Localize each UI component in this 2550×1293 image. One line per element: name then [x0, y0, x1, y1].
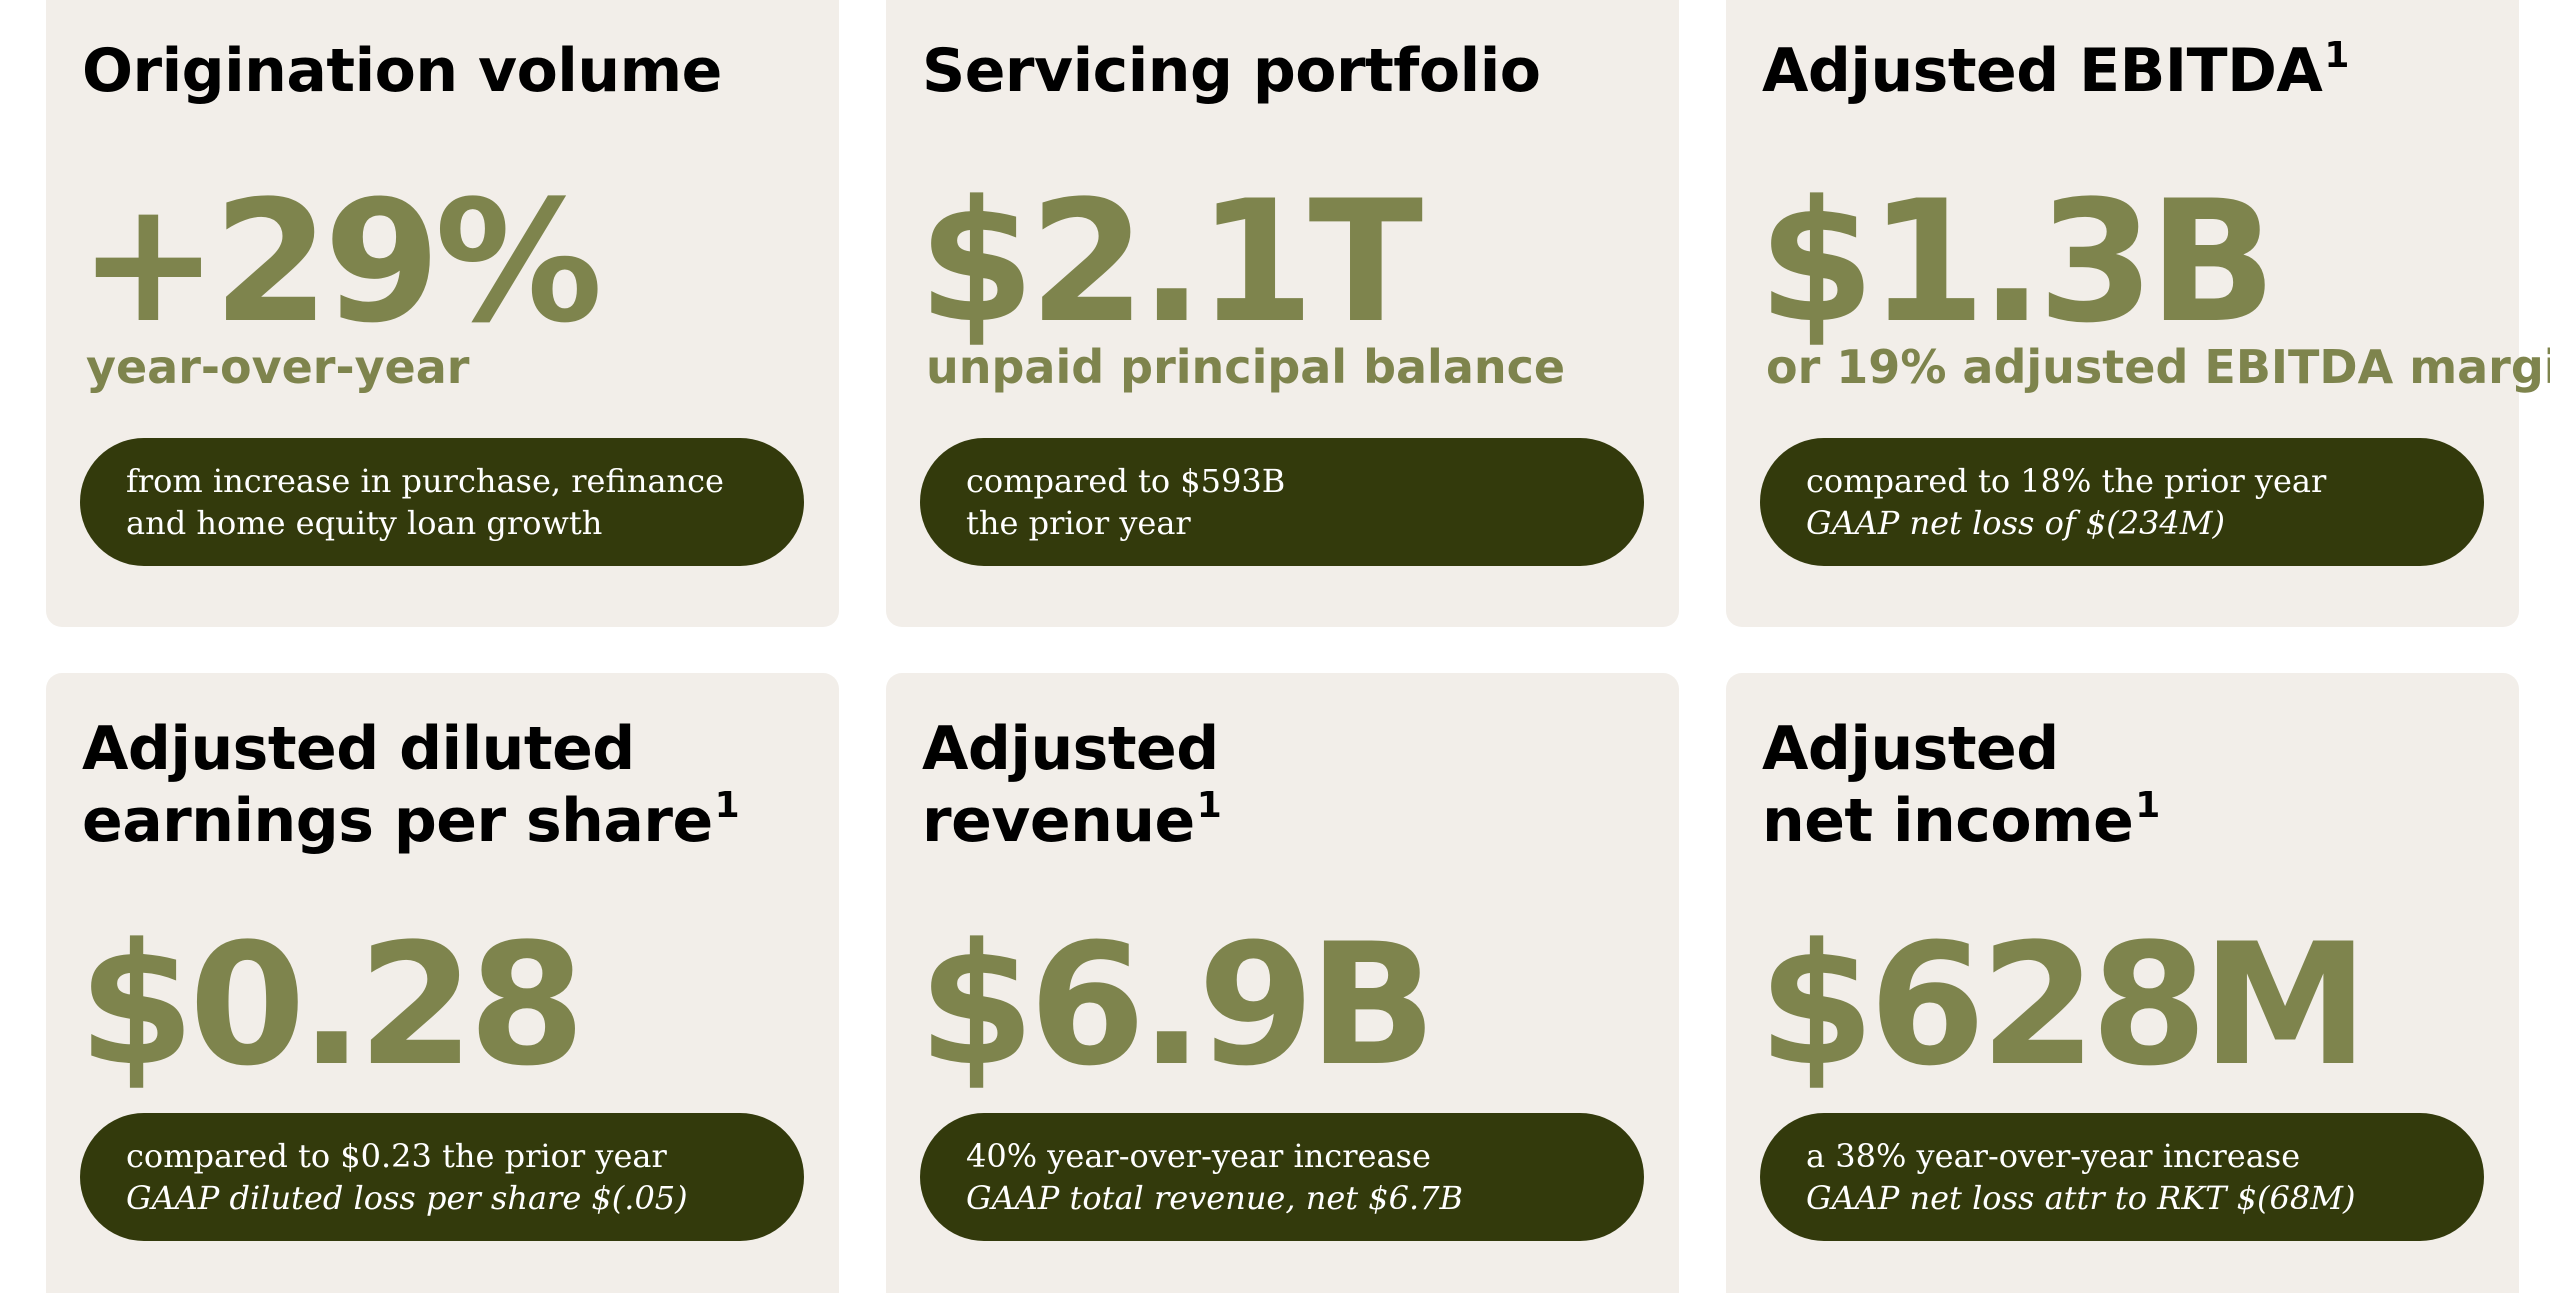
card-value: $2.1T [918, 164, 1423, 360]
note-line-2: GAAP diluted loss per share $(.05) [126, 1179, 688, 1217]
card-title: Adjusted net income1 [1762, 713, 2160, 857]
note-line-1: compared to 18% the prior year [1806, 462, 2327, 500]
footnote-marker: 1 [1196, 785, 1222, 826]
card-adjusted-revenue: Adjusted revenue1 $6.9B 40% year-over-ye… [886, 673, 1679, 1293]
card-value: +29% [78, 164, 603, 360]
note-line-2: the prior year [966, 504, 1191, 542]
footnote-marker: 1 [2324, 35, 2349, 76]
card-value: $6.9B [918, 907, 1437, 1103]
card-servicing-portfolio: Servicing portfolio $2.1T unpaid princip… [886, 0, 1679, 627]
footnote-marker: 1 [2135, 785, 2160, 826]
note-line-2: GAAP total revenue, net $6.7B [966, 1179, 1464, 1217]
card-title-line-1: Adjusted [1762, 714, 2059, 784]
card-title-line-2: net income [1762, 786, 2134, 856]
note-line-2: GAAP net loss of $(234M) [1806, 504, 2226, 542]
note-line-1: compared to $593B [966, 462, 1286, 500]
card-note-pill: from increase in purchase, refinance and… [80, 438, 804, 566]
card-subtitle-text: or 19% adjusted EBITDA margin [1766, 340, 2550, 394]
card-subtitle: year-over-year [86, 340, 470, 394]
note-line-2: and home equity loan growth [126, 504, 603, 542]
note-line-1: 40% year-over-year increase [966, 1137, 1431, 1175]
card-title-line-2: earnings per share [82, 786, 713, 856]
note-line-1: compared to $0.23 the prior year [126, 1137, 667, 1175]
card-value: $628M [1758, 907, 2369, 1103]
note-line-2: GAAP net loss attr to RKT $(68M) [1806, 1179, 2356, 1217]
note-line-1: from increase in purchase, refinance [126, 462, 724, 500]
card-adjusted-ebitda: Adjusted EBITDA1 $1.3B or 19% adjusted E… [1726, 0, 2550, 627]
card-title: Adjusted EBITDA1 [1762, 35, 2349, 107]
card-subtitle: unpaid principal balance [926, 340, 1566, 394]
card-note-pill: 40% year-over-year increase GAAP total r… [920, 1113, 1644, 1241]
card-note-pill: compared to 18% the prior year GAAP net … [1760, 438, 2484, 566]
footnote-marker: 1 [714, 785, 740, 826]
card-title: Origination volume [82, 35, 722, 107]
card-subtitle: or 19% adjusted EBITDA margin1 [1766, 340, 2550, 394]
card-title-line-1: Adjusted [922, 714, 1219, 784]
card-origination-volume: Origination volume +29% year-over-year f… [46, 0, 839, 627]
card-title-text: Adjusted EBITDA [1762, 36, 2323, 106]
card-note-pill: compared to $593B the prior year [920, 438, 1644, 566]
card-title: Adjusted diluted earnings per share1 [82, 713, 740, 857]
card-note-pill: compared to $0.23 the prior year GAAP di… [80, 1113, 804, 1241]
card-adjusted-net-income: Adjusted net income1 $628M a 38% year-ov… [1726, 673, 2519, 1293]
card-title-line-1: Adjusted diluted [82, 714, 635, 784]
note-line-1: a 38% year-over-year increase [1806, 1137, 2301, 1175]
card-title-text: Servicing portfolio [922, 36, 1541, 106]
card-value: $1.3B [1758, 164, 2277, 360]
card-value: $0.28 [78, 907, 585, 1103]
card-title: Servicing portfolio [922, 35, 1541, 107]
card-title-line-2: revenue [922, 786, 1195, 856]
card-title-text: Origination volume [82, 36, 722, 106]
card-note-pill: a 38% year-over-year increase GAAP net l… [1760, 1113, 2484, 1241]
card-title: Adjusted revenue1 [922, 713, 1222, 857]
card-adjusted-diluted-eps: Adjusted diluted earnings per share1 $0.… [46, 673, 839, 1293]
